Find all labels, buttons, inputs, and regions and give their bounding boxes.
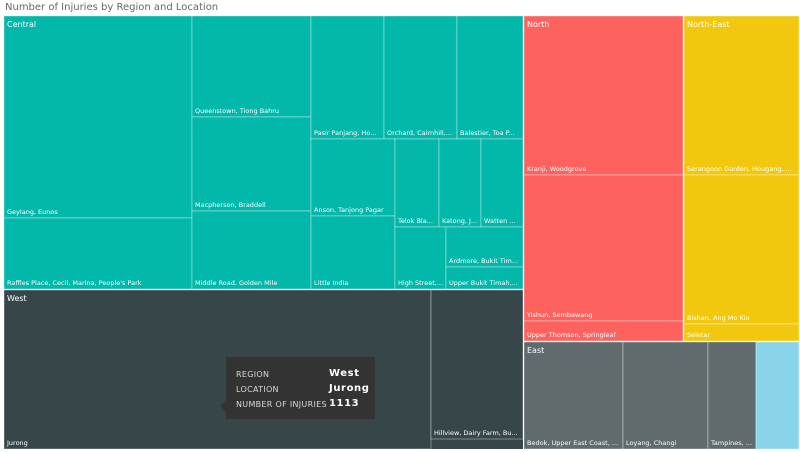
tooltip-count-label: NUMBER OF INJURIES — [236, 400, 327, 409]
region-label: North-East — [687, 20, 730, 29]
treemap-cell[interactable] — [310, 15, 385, 140]
treemap-cell[interactable] — [445, 266, 524, 290]
tooltip-count-value: 1113 — [329, 398, 360, 409]
treemap-cell[interactable] — [683, 323, 800, 342]
cell-label: Geylang, Eunos — [7, 208, 58, 216]
tooltip-location-label: LOCATION — [236, 385, 279, 394]
cell-label: Ardmore, Bukit Tim... — [449, 257, 518, 265]
cell-label: Queenstown, Tiong Bahru — [195, 107, 279, 115]
treemap-cell[interactable] — [456, 15, 524, 140]
tooltip: REGION West LOCATION Jurong NUMBER OF IN… — [220, 357, 375, 419]
treemap-cell[interactable] — [394, 138, 440, 228]
treemap-cell[interactable] — [191, 116, 312, 212]
treemap-cell[interactable] — [622, 341, 709, 450]
cell-label: High Street,... — [398, 279, 443, 287]
treemap-cell[interactable] — [755, 341, 800, 450]
treemap-cell[interactable] — [707, 341, 757, 450]
treemap-cell[interactable] — [523, 341, 624, 450]
cell-label: Seletar — [687, 331, 710, 339]
chart-title: Number of Injuries by Region and Locatio… — [5, 2, 219, 13]
treemap-cell[interactable] — [310, 138, 396, 217]
region-central: Geylang, Eunos Raffles Place, Cecil, Mari… — [3, 15, 524, 290]
treemap-cell[interactable] — [523, 320, 684, 342]
treemap-cell[interactable] — [3, 217, 193, 290]
tooltip-region-value: West — [329, 368, 360, 379]
cell-label: Watten ... — [484, 217, 515, 225]
cell-label: Bishan, Ang Mo Kio — [687, 314, 749, 322]
cell-label: Yishun, Sembawang — [526, 311, 593, 319]
cell-label: Tampines, ... — [710, 439, 752, 447]
treemap-cell[interactable] — [383, 15, 458, 140]
cell-label: Katong, J... — [442, 217, 477, 225]
treemap-cell[interactable] — [191, 210, 312, 290]
region-label: West — [7, 294, 27, 303]
cell-label: Kranji, Woodgrove — [527, 165, 586, 173]
treemap-cell[interactable] — [683, 174, 800, 325]
cell-label: Hillview, Dairy Farm, Bu... — [434, 429, 518, 437]
tooltip-region-label: REGION — [236, 370, 270, 379]
treemap-cell[interactable] — [191, 15, 312, 118]
treemap-cell[interactable] — [438, 138, 482, 228]
region-north: Kranji, Woodgrove Yishun, Sembawang Upper … — [523, 15, 684, 342]
cell-label: Anson, Tanjong Pagar — [314, 206, 384, 214]
cell-label: Upper Bukit Timah,... — [449, 279, 518, 287]
treemap-cell[interactable] — [683, 15, 800, 176]
cell-label: Upper Thomson, Springleaf — [527, 331, 617, 339]
cell-label: Pasir Panjang, Ho... — [314, 129, 376, 137]
tooltip-location-value: Jurong — [329, 383, 370, 394]
tooltip-arrow — [220, 400, 226, 412]
region-label: Central — [7, 20, 36, 29]
treemap-cell[interactable] — [430, 289, 524, 440]
cell-label: Little India — [314, 279, 348, 287]
cell-label: Middle Road, Golden Mile — [195, 279, 277, 287]
cell-label: Orchard, Cairnhill,... — [387, 129, 452, 137]
cell-label: Telok Bla... — [397, 217, 433, 225]
treemap-cell[interactable] — [394, 226, 447, 290]
cell-label: Bedok, Upper East Coast, ... — [527, 439, 618, 447]
region-label: North — [527, 20, 549, 29]
cell-label: Jurong — [6, 439, 28, 447]
cell-label: Macpherson, Braddell — [195, 201, 266, 209]
treemap-cell[interactable] — [445, 226, 524, 268]
treemap-cell[interactable] — [523, 174, 684, 322]
region-north-east: Serangoon Garden, Hougang, ... Bishan, An… — [683, 15, 800, 342]
cell-label: Loyang, Changi — [626, 439, 677, 447]
treemap-cell[interactable] — [523, 15, 684, 176]
region-label: East — [527, 346, 544, 355]
region-east: Bedok, Upper East Coast, ... Loyang, Chan… — [523, 341, 800, 450]
treemap-cell[interactable] — [480, 138, 524, 228]
cell-label: Serangoon Garden, Hougang, ... — [687, 165, 792, 173]
cell-label: Balestier, Toa P... — [460, 129, 515, 137]
cell-label: Raffles Place, Cecil, Marina, People's P… — [7, 279, 142, 287]
treemap-cell[interactable] — [3, 15, 193, 219]
